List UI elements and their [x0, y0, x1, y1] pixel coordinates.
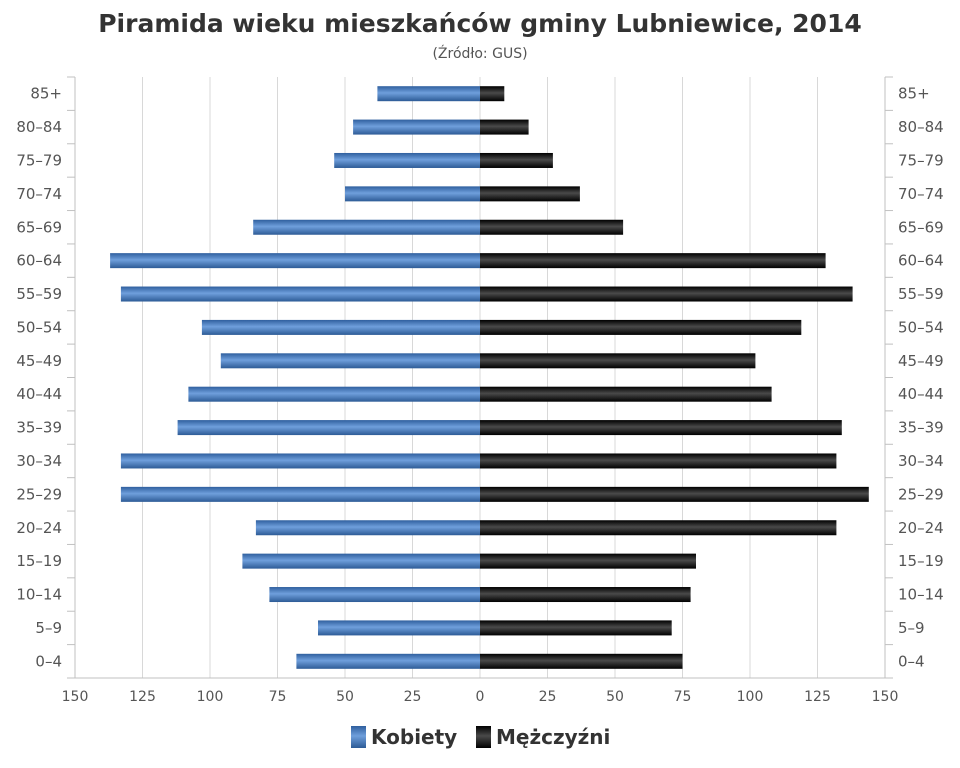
x-tick-label: 100: [737, 689, 764, 705]
bar-kobiety: [120, 486, 481, 502]
category-label-right: 85+: [898, 85, 930, 103]
x-tick-label: 25: [539, 689, 557, 705]
x-tick-label: 75: [269, 689, 287, 705]
category-label-left: 5–9: [35, 619, 62, 637]
category-label-right: 40–44: [898, 385, 944, 403]
category-label-right: 65–69: [898, 218, 944, 236]
bar-kobiety: [120, 453, 481, 469]
category-label-right: 20–24: [898, 519, 944, 537]
category-label-left: 70–74: [16, 185, 62, 203]
bar-mezczyzni: [480, 453, 837, 469]
category-label-left: 45–49: [16, 352, 62, 370]
bar-mezczyzni: [480, 386, 772, 402]
category-label-right: 10–14: [898, 586, 944, 604]
category-label-left: 85+: [30, 85, 62, 103]
bar-kobiety: [318, 620, 480, 636]
category-label-right: 15–19: [898, 552, 944, 570]
category-label-left: 0–4: [35, 652, 62, 670]
x-tick-label: 100: [197, 689, 224, 705]
x-tick-label: 125: [804, 689, 831, 705]
category-label-right: 60–64: [898, 252, 944, 270]
category-label-left: 10–14: [16, 586, 62, 604]
category-label-left: 15–19: [16, 552, 62, 570]
legend: Kobiety Mężczyźni: [351, 725, 610, 749]
bar-kobiety: [120, 286, 481, 302]
bar-mezczyzni: [480, 486, 869, 502]
bar-mezczyzni: [480, 286, 853, 302]
x-tick-label: 125: [129, 689, 156, 705]
bars: [110, 86, 869, 669]
legend-label-kobiety[interactable]: Kobiety: [371, 725, 457, 749]
bar-mezczyzni: [480, 353, 756, 369]
bar-kobiety: [334, 152, 480, 168]
bar-kobiety: [253, 219, 480, 235]
x-tick-label: 150: [62, 689, 89, 705]
category-label-right: 50–54: [898, 318, 944, 336]
category-label-right: 30–34: [898, 452, 944, 470]
bar-kobiety: [177, 420, 480, 436]
bar-kobiety: [269, 587, 480, 603]
bar-kobiety: [220, 353, 481, 369]
category-label-right: 25–29: [898, 485, 944, 503]
category-label-right: 35–39: [898, 419, 944, 437]
bar-kobiety: [296, 653, 480, 669]
bar-mezczyzni: [480, 520, 837, 536]
x-tick-label: 0: [476, 689, 485, 705]
x-tick-label: 25: [404, 689, 422, 705]
category-label-left: 20–24: [16, 519, 62, 537]
category-label-right: 0–4: [898, 652, 925, 670]
category-labels: 85+ 85+ 80–84 80–84 75–79 75–79 70–74 70–74 65–6…: [16, 85, 943, 671]
category-label-right: 45–49: [898, 352, 944, 370]
category-label-left: 60–64: [16, 252, 62, 270]
bar-mezczyzni: [480, 653, 683, 669]
bar-mezczyzni: [480, 152, 553, 168]
legend-label-mezczyzni[interactable]: Mężczyźni: [496, 725, 610, 749]
grid-lines: [67, 76, 893, 679]
bar-mezczyzni: [480, 553, 696, 569]
category-label-right: 75–79: [898, 151, 944, 169]
bar-kobiety: [110, 253, 480, 269]
bar-mezczyzni: [480, 119, 529, 135]
category-label-left: 35–39: [16, 419, 62, 437]
x-tick-label: 150: [872, 689, 899, 705]
x-tick-label: 50: [336, 689, 354, 705]
category-label-left: 40–44: [16, 385, 62, 403]
bar-mezczyzni: [480, 620, 672, 636]
category-label-left: 30–34: [16, 452, 62, 470]
category-label-right: 5–9: [898, 619, 925, 637]
bar-mezczyzni: [480, 319, 802, 335]
bar-kobiety: [242, 553, 480, 569]
bar-kobiety: [188, 386, 480, 402]
bar-kobiety: [255, 520, 480, 536]
category-label-right: 55–59: [898, 285, 944, 303]
bar-kobiety: [201, 319, 480, 335]
category-label-left: 75–79: [16, 151, 62, 169]
bar-kobiety: [377, 86, 480, 102]
category-label-left: 25–29: [16, 485, 62, 503]
bar-mezczyzni: [480, 253, 826, 269]
category-label-left: 80–84: [16, 118, 62, 136]
bar-kobiety: [353, 119, 480, 135]
chart-title: Piramida wieku mieszkańców gminy Lubniew…: [98, 9, 862, 38]
category-label-left: 55–59: [16, 285, 62, 303]
category-label-left: 50–54: [16, 318, 62, 336]
legend-swatch-mezczyzni: [476, 726, 491, 748]
x-tick-label: 50: [606, 689, 624, 705]
bar-mezczyzni: [480, 186, 580, 202]
legend-swatch-kobiety: [351, 726, 366, 748]
bar-mezczyzni: [480, 587, 691, 603]
category-label-right: 70–74: [898, 185, 944, 203]
x-tick-label: 75: [674, 689, 692, 705]
x-axis-ticks: 150 125 100 75 50 25 0 25 50 75 100 125 150: [62, 689, 899, 705]
bar-kobiety: [345, 186, 480, 202]
bar-mezczyzni: [480, 219, 624, 235]
bar-mezczyzni: [480, 86, 505, 102]
category-label-left: 65–69: [16, 218, 62, 236]
bar-mezczyzni: [480, 420, 842, 436]
chart-subtitle: (Źródło: GUS): [432, 44, 527, 62]
category-label-right: 80–84: [898, 118, 944, 136]
